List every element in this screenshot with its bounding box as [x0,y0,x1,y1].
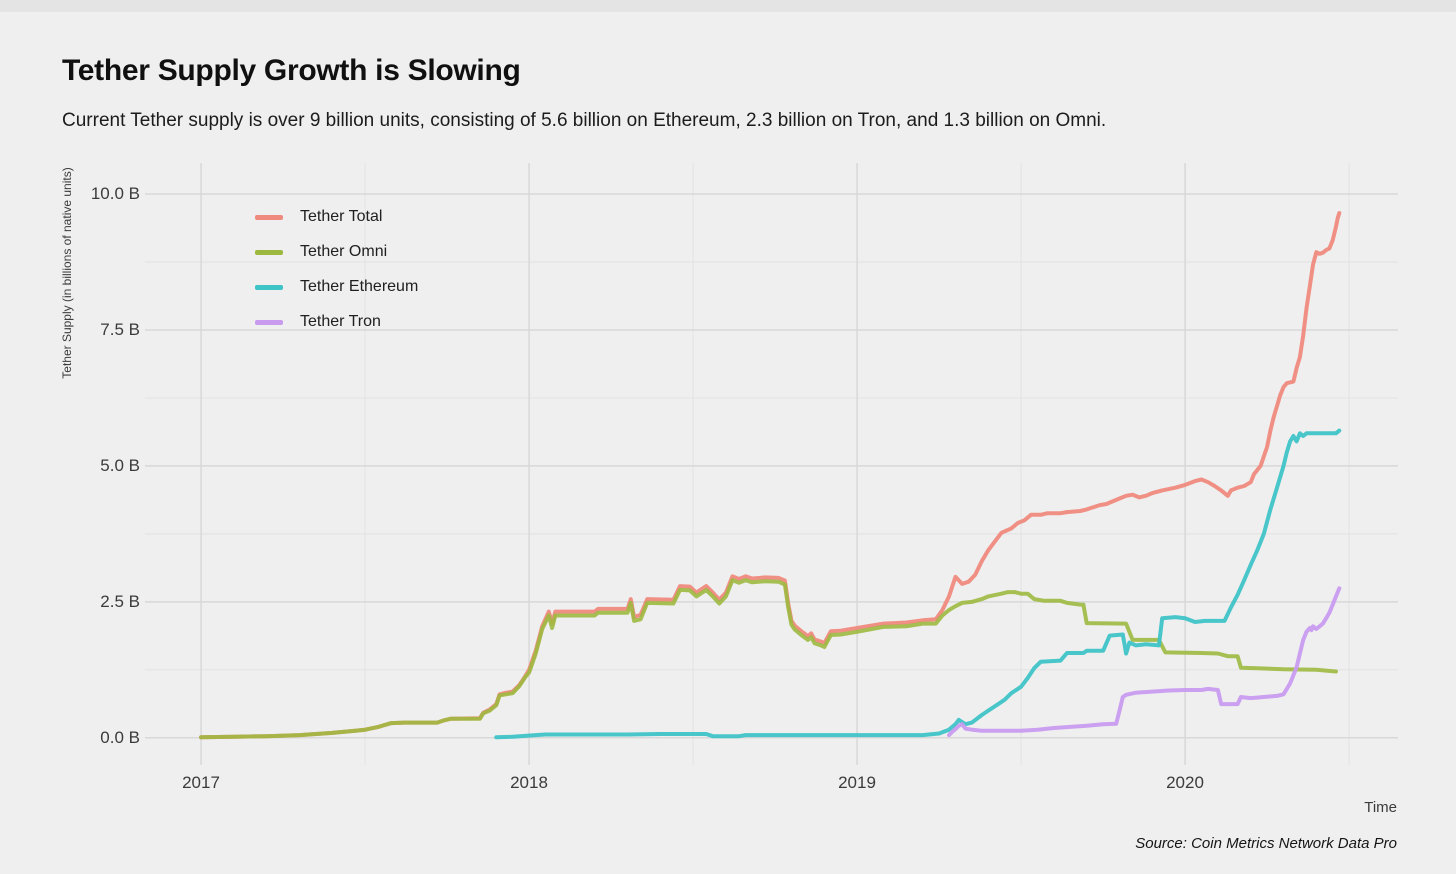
source-credit: Source: Coin Metrics Network Data Pro [1135,835,1397,852]
legend-item-tether-omni: Tether Omni [255,242,418,262]
legend-item-tether-ethereum: Tether Ethereum [255,277,418,297]
y-axis-title: Tether Supply (in billions of native uni… [60,167,74,379]
y-tick-label-2: 5.0 B [100,456,140,475]
x-tick-label-2020: 2020 [1166,773,1204,792]
legend-swatch-tether-total [255,214,283,220]
y-tick-label-3: 7.5 B [100,320,140,339]
legend: Tether Total Tether Omni Tether Ethereum… [255,207,418,347]
page-top-edge [0,0,1456,12]
legend-label-tether-omni: Tether Omni [300,243,388,260]
legend-item-tether-total: Tether Total [255,207,418,227]
y-tick-label-4: 10.0 B [90,184,140,203]
legend-swatch-tether-ethereum [255,284,283,290]
legend-swatch-tether-tron [255,319,283,325]
x-tick-label-2018: 2018 [510,773,548,792]
legend-label-tether-total: Tether Total [300,208,383,225]
y-tick-label-0: 0.0 B [100,728,140,747]
line-chart-plot [145,163,1398,765]
x-tick-label-2017: 2017 [182,773,220,792]
x-tick-label-2019: 2019 [838,773,876,792]
page-title: Tether Supply Growth is Slowing [62,54,521,87]
legend-item-tether-tron: Tether Tron [255,312,418,332]
legend-label-tether-tron: Tether Tron [300,313,381,330]
x-axis-title: Time [1364,799,1397,816]
y-tick-label-1: 2.5 B [100,592,140,611]
page-subtitle: Current Tether supply is over 9 billion … [62,110,1107,131]
legend-label-tether-ethereum: Tether Ethereum [300,278,419,295]
legend-swatch-tether-omni [255,249,283,255]
